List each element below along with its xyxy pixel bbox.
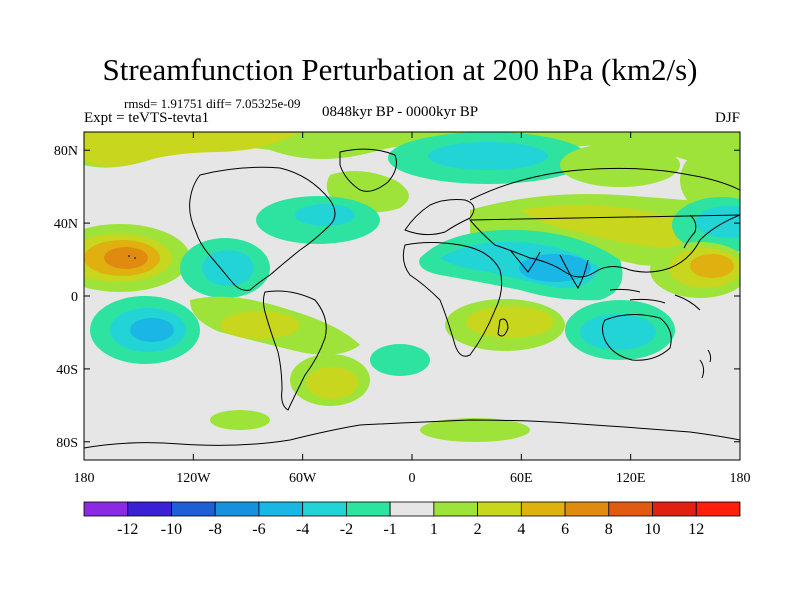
lat-label-0: 0 bbox=[71, 290, 78, 305]
colorbar-label: 2 bbox=[474, 521, 482, 538]
colorbar-swatch bbox=[83, 501, 129, 517]
coastline-japan bbox=[683, 214, 697, 249]
colorbar-swatch bbox=[389, 501, 435, 517]
lat-label-40n: 40N bbox=[54, 217, 78, 232]
colorbar-swatch bbox=[127, 501, 172, 517]
contour-positive-3 bbox=[560, 143, 680, 187]
season-label: DJF bbox=[714, 110, 740, 126]
colorbar-label: 10 bbox=[645, 521, 661, 538]
colorbar-swatch bbox=[345, 501, 391, 517]
colorbar-label: 1 bbox=[430, 521, 438, 538]
lon-label-120e: 120E bbox=[616, 471, 646, 486]
coastline-hawaii bbox=[128, 255, 136, 259]
coastline-australia bbox=[602, 314, 672, 361]
contour-field bbox=[84, 132, 740, 442]
colorbar-label: -1 bbox=[383, 521, 396, 538]
lon-label-60e: 60E bbox=[510, 471, 533, 486]
contour-positive-18 bbox=[466, 306, 554, 338]
colorbar-label: -10 bbox=[161, 521, 182, 538]
coastlines bbox=[84, 148, 740, 449]
colorbar-label: -4 bbox=[296, 521, 309, 538]
colorbar: -12 -10 -8 -6 -4 -2 -1 1 2 4 6 8 10 12 bbox=[83, 501, 741, 538]
page-title: Streamfunction Perturbation at 200 hPa (… bbox=[102, 52, 698, 87]
coastline-africa bbox=[402, 242, 503, 357]
colorbar-swatch bbox=[652, 501, 697, 517]
contour-negative-6 bbox=[696, 206, 740, 238]
contour-negative-17 bbox=[370, 344, 430, 376]
colorbar-swatch bbox=[258, 501, 304, 517]
period-label: 0848kyr BP - 0000kyr BP bbox=[322, 104, 479, 120]
colorbar-swatch bbox=[171, 501, 216, 517]
colorbar-label: 12 bbox=[688, 521, 704, 538]
coastline-indonesia bbox=[609, 288, 701, 311]
colorbar-label: 6 bbox=[561, 521, 569, 538]
coastline-new-zealand bbox=[699, 349, 712, 379]
colorbar-swatch bbox=[477, 501, 522, 517]
coastline-europe bbox=[404, 199, 475, 236]
colorbar-swatch bbox=[564, 501, 610, 517]
contour-positive-11 bbox=[104, 247, 148, 269]
experiment-label: Expt = teVTS-tevta1 bbox=[84, 110, 210, 126]
lon-label-120w: 120W bbox=[176, 471, 211, 486]
coastline-south-america bbox=[263, 290, 327, 411]
contour-negative-11 bbox=[519, 254, 591, 282]
coastline-madagascar bbox=[497, 318, 509, 337]
coastline-antarctica bbox=[84, 419, 740, 449]
colorbar-label: -8 bbox=[209, 521, 222, 538]
contour-positive-22 bbox=[210, 410, 270, 430]
contour-negative-16 bbox=[580, 314, 656, 350]
colorbar-swatch bbox=[214, 501, 260, 517]
colorbar-label: -6 bbox=[252, 521, 265, 538]
lon-label-180w: 180 bbox=[74, 471, 95, 486]
coastline-asia bbox=[468, 167, 740, 278]
contour-positive-20 bbox=[306, 367, 358, 399]
contour-positive-16 bbox=[220, 311, 300, 339]
lon-label-60w: 60W bbox=[289, 471, 317, 486]
colorbar-swatch bbox=[695, 501, 741, 517]
contour-negative-8 bbox=[202, 250, 254, 286]
colorbar-swatch bbox=[520, 501, 566, 517]
colorbar-label: 8 bbox=[605, 521, 613, 538]
contour-negative-4 bbox=[295, 204, 355, 226]
contour-positive-21 bbox=[420, 418, 530, 442]
colorbar-swatch bbox=[608, 501, 653, 517]
contour-positive-14 bbox=[690, 254, 734, 278]
lon-label-0: 0 bbox=[409, 471, 416, 486]
coastline-north-america bbox=[189, 166, 336, 291]
colorbar-swatch bbox=[302, 501, 347, 517]
colorbar-label: -2 bbox=[340, 521, 353, 538]
stats-label: rmsd= 1.91751 diff= 7.05325e-09 bbox=[124, 96, 301, 111]
axis-ticks bbox=[83, 132, 741, 460]
lat-label-80n: 80N bbox=[54, 144, 78, 159]
lat-label-40s: 40S bbox=[56, 363, 78, 378]
lon-label-180e: 180 bbox=[730, 471, 751, 486]
contour-positive-7 bbox=[520, 205, 720, 249]
contour-negative-2 bbox=[428, 142, 548, 170]
lat-label-80s: 80S bbox=[56, 436, 78, 451]
colorbar-swatch bbox=[433, 501, 479, 517]
contour-negative-14 bbox=[130, 318, 174, 342]
colorbar-label: -12 bbox=[117, 521, 138, 538]
colorbar-label: 4 bbox=[517, 521, 525, 538]
coastline-arabia-india bbox=[509, 249, 589, 290]
contour-positive-2 bbox=[84, 132, 300, 167]
coastline-greenland bbox=[339, 148, 397, 192]
